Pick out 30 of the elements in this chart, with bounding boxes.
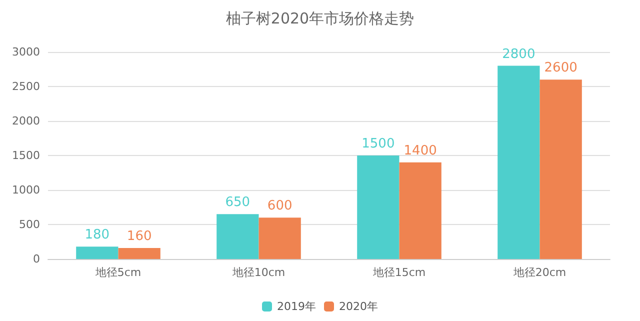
bar	[118, 248, 160, 259]
data-label: 160	[126, 228, 152, 244]
bar	[258, 218, 301, 259]
y-tick-label: 500	[19, 218, 40, 231]
y-tick-label: 0	[33, 252, 40, 266]
x-tick-label: 地径10cm	[231, 266, 286, 279]
x-tick-label: 地径20cm	[512, 266, 566, 279]
bar	[498, 66, 540, 259]
chart-title: 柚子树2020年市场价格走势	[226, 10, 414, 28]
legend-label: 2019年	[277, 300, 316, 313]
y-tick-label: 3000	[12, 46, 40, 58]
y-tick-label: 2500	[12, 80, 40, 93]
bar	[76, 246, 118, 259]
data-label: 650	[225, 195, 250, 210]
data-label: 2800	[502, 46, 536, 62]
x-tick-label: 地径5cm	[94, 266, 142, 279]
bar	[540, 80, 582, 259]
bar	[357, 156, 400, 259]
bar	[216, 214, 259, 259]
y-tick-label: 1000	[12, 184, 40, 196]
y-tick-label: 2000	[12, 114, 40, 128]
data-label: 180	[84, 228, 110, 243]
data-label: 1400	[404, 143, 437, 158]
legend-label: 2020年	[339, 300, 378, 313]
y-tick-label: 1500	[12, 149, 40, 162]
data-label: 600	[267, 198, 292, 214]
x-tick-label: 地径15cm	[372, 266, 426, 279]
data-label: 1500	[362, 136, 395, 152]
bar	[399, 162, 442, 259]
data-label: 2600	[544, 60, 578, 76]
